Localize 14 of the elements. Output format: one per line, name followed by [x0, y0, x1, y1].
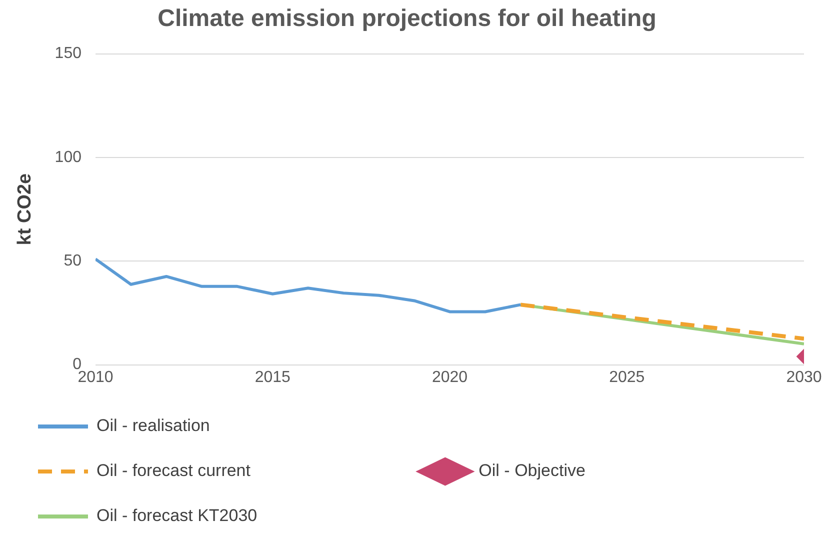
x-tick-label: 2010 — [78, 368, 114, 386]
legend-label: Oil - forecast current — [96, 461, 392, 480]
y-tick-label: 100 — [54, 148, 82, 166]
legend-label: Oil - realisation — [96, 416, 394, 436]
x-tick-label: 2030 — [786, 368, 822, 386]
y-axis-title: kt CO2e — [14, 173, 36, 246]
legend-label: Oil - forecast KT2030 — [96, 506, 394, 526]
y-tick-label: 150 — [54, 45, 82, 62]
x-tick-label: 2020 — [432, 368, 468, 386]
legend-label: Oil - Objective — [478, 461, 774, 480]
chart-title: Climate emission projections for oil heating — [158, 5, 656, 32]
y-tick-label: 50 — [64, 252, 82, 270]
x-tick-label: 2015 — [254, 368, 291, 386]
x-tick-label: 2025 — [609, 368, 645, 386]
